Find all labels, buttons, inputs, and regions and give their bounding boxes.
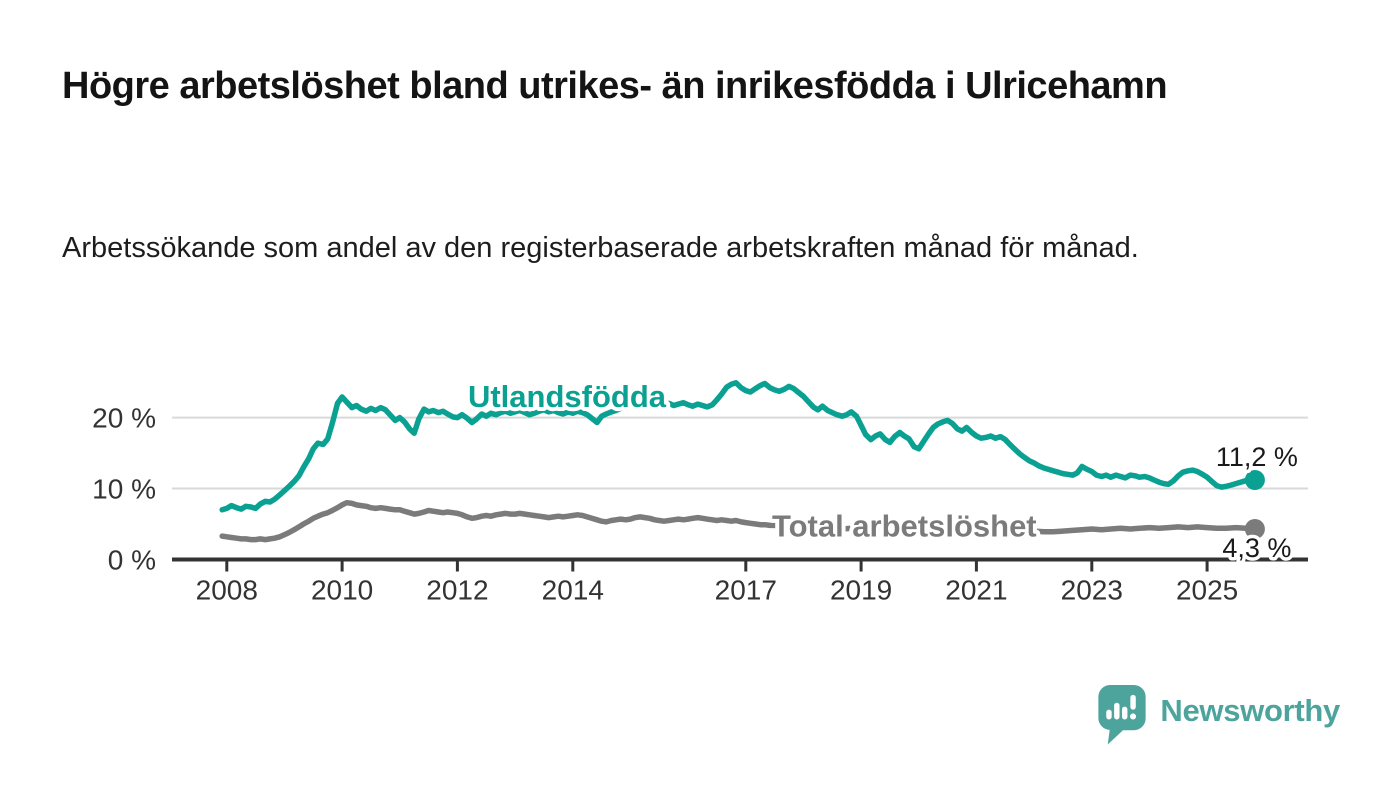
x-tick-label-2023: 2023 xyxy=(1061,575,1123,606)
brand-name: Newsworthy xyxy=(1160,693,1340,728)
logo-bar-2 xyxy=(1114,702,1120,720)
logo-bar-3 xyxy=(1122,706,1128,720)
page-title: Högre arbetslöshet bland utrikes- än inr… xyxy=(62,65,1168,107)
end-value-label-utlandsfodda: 11,2 % xyxy=(1216,442,1298,472)
x-tick-label-2014: 2014 xyxy=(542,575,604,606)
logo-exclamation-bar xyxy=(1130,694,1137,710)
x-tick-label-2025: 2025 xyxy=(1176,575,1238,606)
x-tick-label-2010: 2010 xyxy=(311,575,373,606)
x-tick-label-2021: 2021 xyxy=(945,575,1007,606)
y-tick-label-0: 0 % xyxy=(108,545,156,576)
logo-exclamation-dot xyxy=(1130,713,1137,720)
x-tick-label-2008: 2008 xyxy=(196,575,258,606)
end-dot-total-arbetsloshet xyxy=(1244,519,1265,539)
series-line-utlandsfodda xyxy=(219,380,1258,513)
x-tick-label-2012: 2012 xyxy=(426,575,488,606)
series-label-utlandsfodda: Utlandsfödda xyxy=(468,379,667,414)
end-dot-utlandsfodda xyxy=(1244,470,1265,490)
logo-bar-1 xyxy=(1106,709,1113,720)
newsworthy-logo-icon xyxy=(1098,684,1147,745)
series-line-total-arbetsloshet xyxy=(219,499,1258,543)
series-label-total-arbetsloshet: Total arbetslöshet xyxy=(772,509,1037,544)
brand-footer: Newsworthy xyxy=(1097,684,1340,747)
x-tick-label-2017: 2017 xyxy=(715,575,777,606)
y-tick-label-10: 10 % xyxy=(92,474,156,505)
page-subtitle: Arbetssökande som andel av den registerb… xyxy=(62,232,1139,264)
end-value-label-total-arbetsloshet: 4,3 % xyxy=(1222,533,1291,563)
x-tick-label-2019: 2019 xyxy=(830,575,892,606)
y-tick-label-20: 20 % xyxy=(92,403,156,434)
